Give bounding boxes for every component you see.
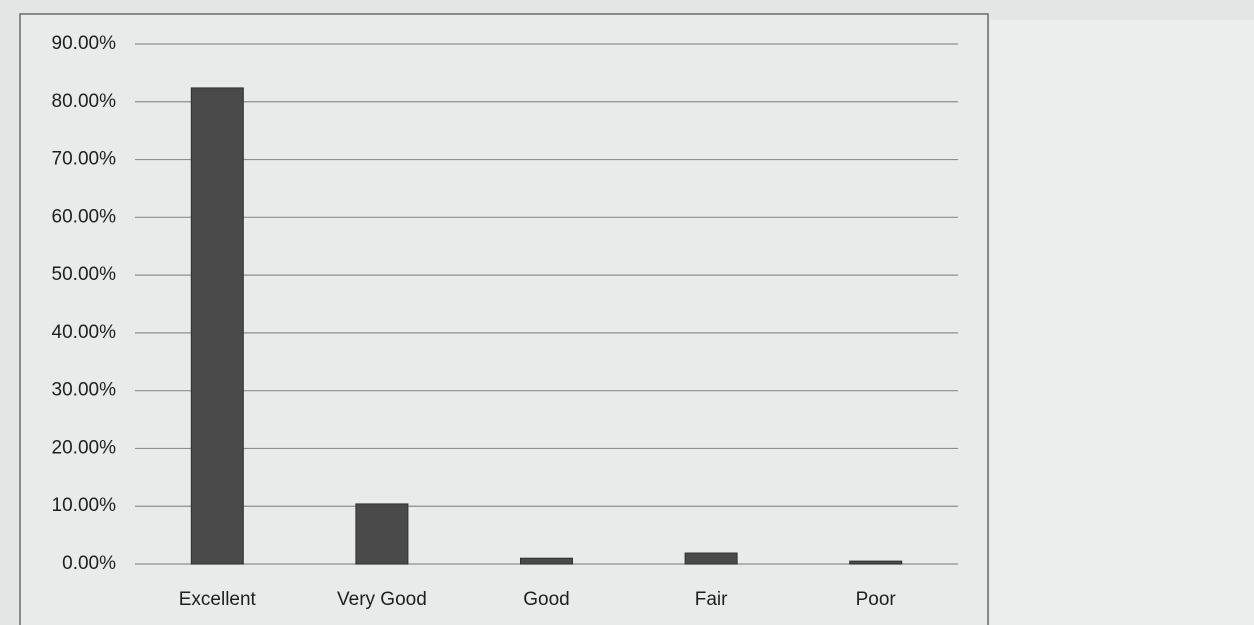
bar	[684, 552, 738, 565]
y-tick-label: 20.00%	[52, 437, 117, 458]
bar	[520, 557, 573, 565]
y-tick-label: 90.00%	[52, 33, 117, 54]
x-tick-label: Good	[523, 589, 569, 610]
side-area	[990, 20, 1254, 625]
y-tick-label: 50.00%	[52, 264, 117, 285]
bar	[190, 87, 244, 565]
x-tick-label: Excellent	[179, 589, 257, 610]
bar	[355, 503, 409, 565]
x-tick-label: Fair	[695, 589, 728, 610]
y-tick-label: 80.00%	[52, 91, 117, 112]
x-tick-label: Poor	[856, 589, 897, 610]
y-tick-label: 10.00%	[52, 495, 117, 516]
chart-frame	[19, 13, 989, 625]
x-tick-label: Very Good	[337, 589, 427, 610]
bar	[849, 560, 903, 565]
y-tick-label: 30.00%	[52, 380, 117, 401]
y-tick-label: 40.00%	[52, 322, 117, 343]
y-tick-label: 60.00%	[52, 206, 117, 227]
y-tick-label: 70.00%	[52, 149, 117, 170]
y-tick-label: 0.00%	[62, 553, 116, 574]
